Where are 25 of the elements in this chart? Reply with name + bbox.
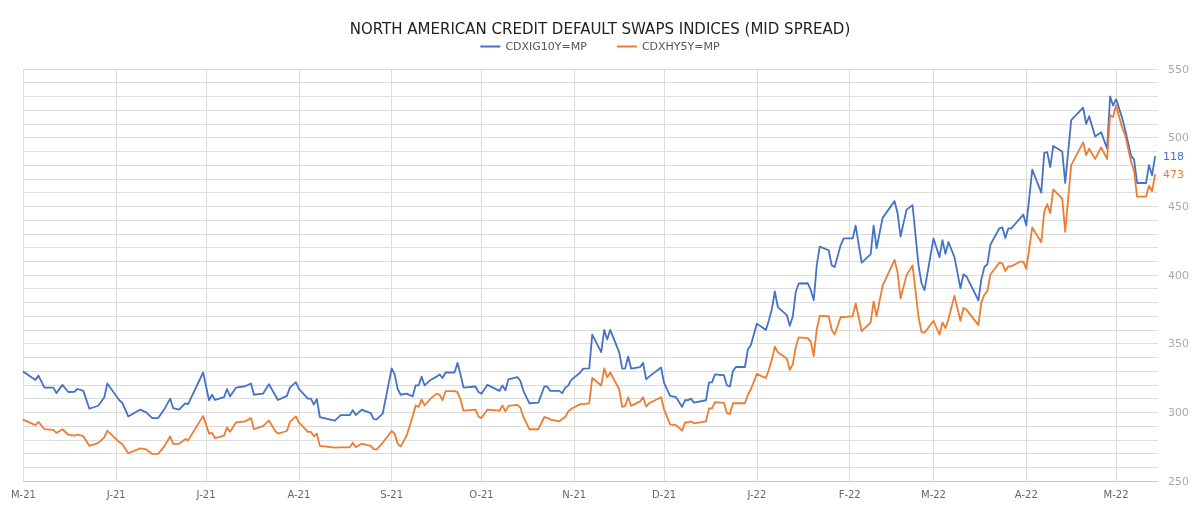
x-tick-label: N-21 [562,488,587,500]
y-tick-label: 350 [1168,337,1189,351]
data-label: 473 [1163,168,1185,182]
x-tick-label: D-21 [652,488,677,500]
x-tick-label: S-21 [380,488,404,500]
x-tick-label: F-22 [838,488,861,500]
x-tick-label: A-21 [287,488,311,500]
y-tick-label: 500 [1168,131,1189,145]
y-tick-label: 400 [1168,268,1189,282]
y-tick-label: 550 [1168,62,1189,76]
x-tick-label: J-21 [105,488,126,500]
x-tick-label: M-22 [1103,488,1129,500]
y-tick-label: 300 [1168,405,1189,419]
x-tick-label: A-22 [1014,488,1038,500]
x-tick-label: M-21 [11,488,36,500]
legend-label: CDXHY5Y=MP [641,40,720,53]
y-tick-label: 250 [1168,474,1189,488]
x-tick-label: M-22 [921,488,946,500]
chart-title: NORTH AMERICAN CREDIT DEFAULT SWAPS INDICES (MID SPREAD) [349,19,851,38]
x-tick-label: O-21 [469,488,494,500]
y-tick-label: 450 [1168,199,1189,213]
legend-label: CDXIG10Y=MP [505,40,588,53]
x-tick-label: J-21 [195,488,216,500]
x-tick-label: J-22 [746,488,767,500]
data-label: 118 [1163,150,1185,164]
